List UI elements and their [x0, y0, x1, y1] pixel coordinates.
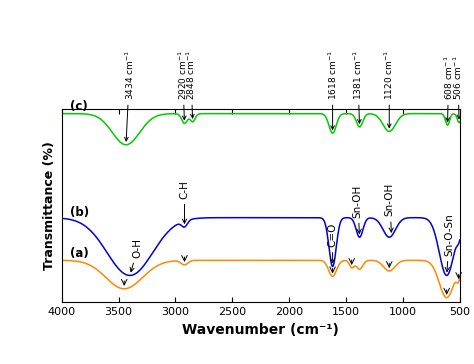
Text: 2848 cm$^{-1}$: 2848 cm$^{-1}$ [185, 49, 197, 118]
Text: Sn-O-Sn: Sn-O-Sn [445, 213, 455, 272]
Text: 2920 cm$^{-1}$: 2920 cm$^{-1}$ [177, 50, 189, 120]
Text: O-H: O-H [130, 238, 143, 272]
Text: (a): (a) [70, 247, 88, 260]
Text: 608 cm$^{-1}$: 608 cm$^{-1}$ [442, 55, 455, 121]
Text: (c): (c) [70, 100, 87, 113]
Text: 1381 cm$^{-1}$: 1381 cm$^{-1}$ [352, 49, 364, 123]
Text: 1120 cm$^{-1}$: 1120 cm$^{-1}$ [383, 49, 395, 127]
Text: 3434 cm$^{-1}$: 3434 cm$^{-1}$ [123, 49, 136, 141]
Text: Sn-OH: Sn-OH [353, 185, 363, 233]
X-axis label: Wavenumber (cm⁻¹): Wavenumber (cm⁻¹) [182, 323, 339, 337]
Text: Sn-OH: Sn-OH [385, 183, 395, 232]
Text: C=O: C=O [328, 223, 337, 263]
Text: (b): (b) [70, 206, 89, 219]
Text: C-H: C-H [180, 180, 190, 223]
Text: 506 cm$^{-1}$: 506 cm$^{-1}$ [452, 55, 464, 119]
Y-axis label: Transmittance (%): Transmittance (%) [43, 141, 56, 270]
Text: 1618 cm$^{-1}$: 1618 cm$^{-1}$ [327, 49, 339, 129]
